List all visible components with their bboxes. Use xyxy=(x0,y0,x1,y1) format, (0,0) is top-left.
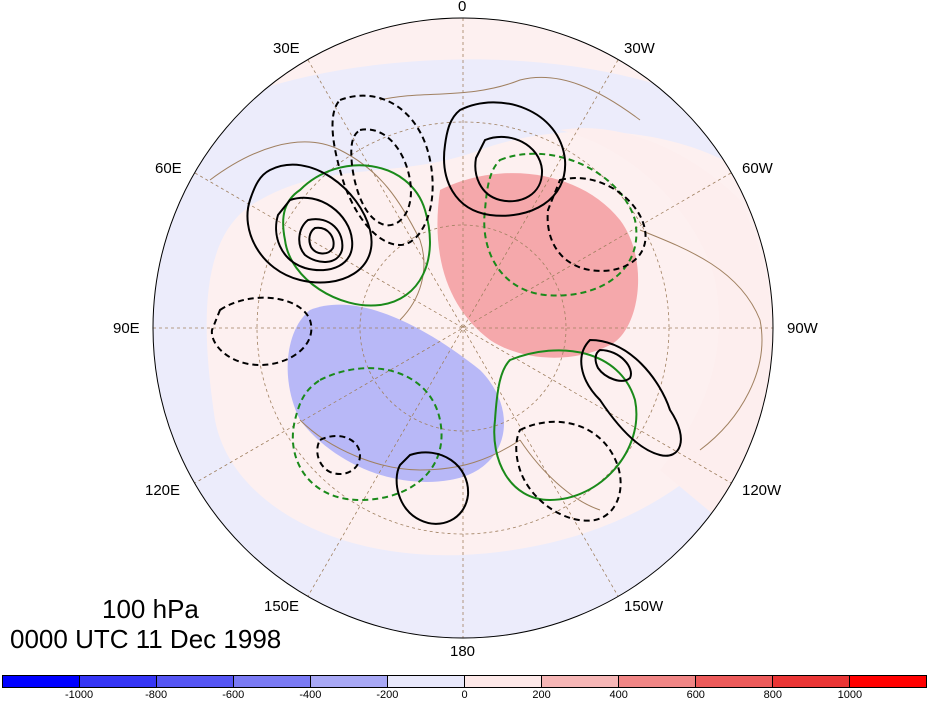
colorbar-tick-label: 200 xyxy=(532,689,551,701)
black-contours xyxy=(210,94,682,525)
negative-light-region xyxy=(153,59,773,638)
black-dashed-contour xyxy=(331,94,434,247)
positive-light-region xyxy=(560,128,773,520)
colorbar-tick-label: -200 xyxy=(376,689,399,701)
colorbar-tick-label: -600 xyxy=(222,689,245,701)
black-solid-contour xyxy=(443,101,567,217)
colorbar-segment xyxy=(311,676,388,687)
positive-shading xyxy=(437,173,639,358)
colorbar-segment xyxy=(3,676,80,687)
black-solid-contour xyxy=(298,218,344,263)
black-solid-contour xyxy=(275,196,354,272)
green-solid-contour xyxy=(493,349,638,502)
colorbar-tick-label: 800 xyxy=(763,689,783,701)
black-solid-contour xyxy=(395,451,470,525)
black-solid-contour xyxy=(474,135,544,203)
black-solid-contour xyxy=(580,338,682,457)
lon-label-120w: 120W xyxy=(742,482,782,499)
lon-label-60w: 60W xyxy=(742,160,773,177)
green-contours xyxy=(282,152,638,502)
black-dashed-contour xyxy=(546,177,647,272)
lon-label-90e: 90E xyxy=(113,320,140,337)
lon-label-150w: 150W xyxy=(624,598,664,615)
lon-label-150e: 150E xyxy=(264,598,300,615)
timestamp-title: 0000 UTC 11 Dec 1998 xyxy=(10,624,282,654)
colorbar-tick-label: -800 xyxy=(145,689,168,701)
lon-label-30e: 30E xyxy=(273,40,300,57)
lon-label-30w: 30W xyxy=(624,40,655,57)
colorbar xyxy=(2,675,927,688)
colorbar-tick-label: 600 xyxy=(686,689,705,701)
colorbar-segment xyxy=(388,676,465,687)
colorbar-segment xyxy=(234,676,311,687)
colorbar-segment xyxy=(465,676,542,687)
colorbar-tick-label: -400 xyxy=(299,689,322,701)
black-solid-contour xyxy=(594,348,632,382)
colorbar-tick-label: -1000 xyxy=(65,689,94,701)
lon-label-90w: 90W xyxy=(787,320,818,337)
colorbar-tick-label: 1000 xyxy=(837,689,863,701)
lon-label-120e: 120E xyxy=(145,482,181,499)
colorbar-tick-label: 400 xyxy=(609,689,628,701)
map-border xyxy=(152,17,774,639)
lon-label-180: 180 xyxy=(450,643,476,660)
graticule xyxy=(153,18,773,638)
green-dashed-contour xyxy=(483,152,638,297)
coastlines xyxy=(209,76,763,511)
black-solid-contour xyxy=(246,163,373,284)
colorbar-tick-label: 0 xyxy=(461,689,468,701)
colorbar-segment xyxy=(773,676,850,687)
lon-label-0: 0 xyxy=(458,0,467,15)
lon-label-60e: 60E xyxy=(155,160,182,177)
colorbar-segment xyxy=(157,676,234,687)
colorbar-segment xyxy=(542,676,619,687)
green-solid-contour xyxy=(282,164,431,307)
pressure-level-title: 100 hPa xyxy=(102,594,199,624)
black-dashed-contour xyxy=(350,128,412,227)
black-dashed-contour xyxy=(210,296,313,367)
colorbar-segment xyxy=(619,676,696,687)
colorbar-segment xyxy=(850,676,926,687)
colorbar-segment xyxy=(696,676,773,687)
black-dashed-contour xyxy=(515,420,622,522)
green-dashed-contour xyxy=(291,367,443,502)
negative-shading xyxy=(287,304,504,482)
colorbar-segment xyxy=(80,676,157,687)
black-solid-contour xyxy=(308,226,335,255)
black-dashed-contour xyxy=(316,435,362,475)
